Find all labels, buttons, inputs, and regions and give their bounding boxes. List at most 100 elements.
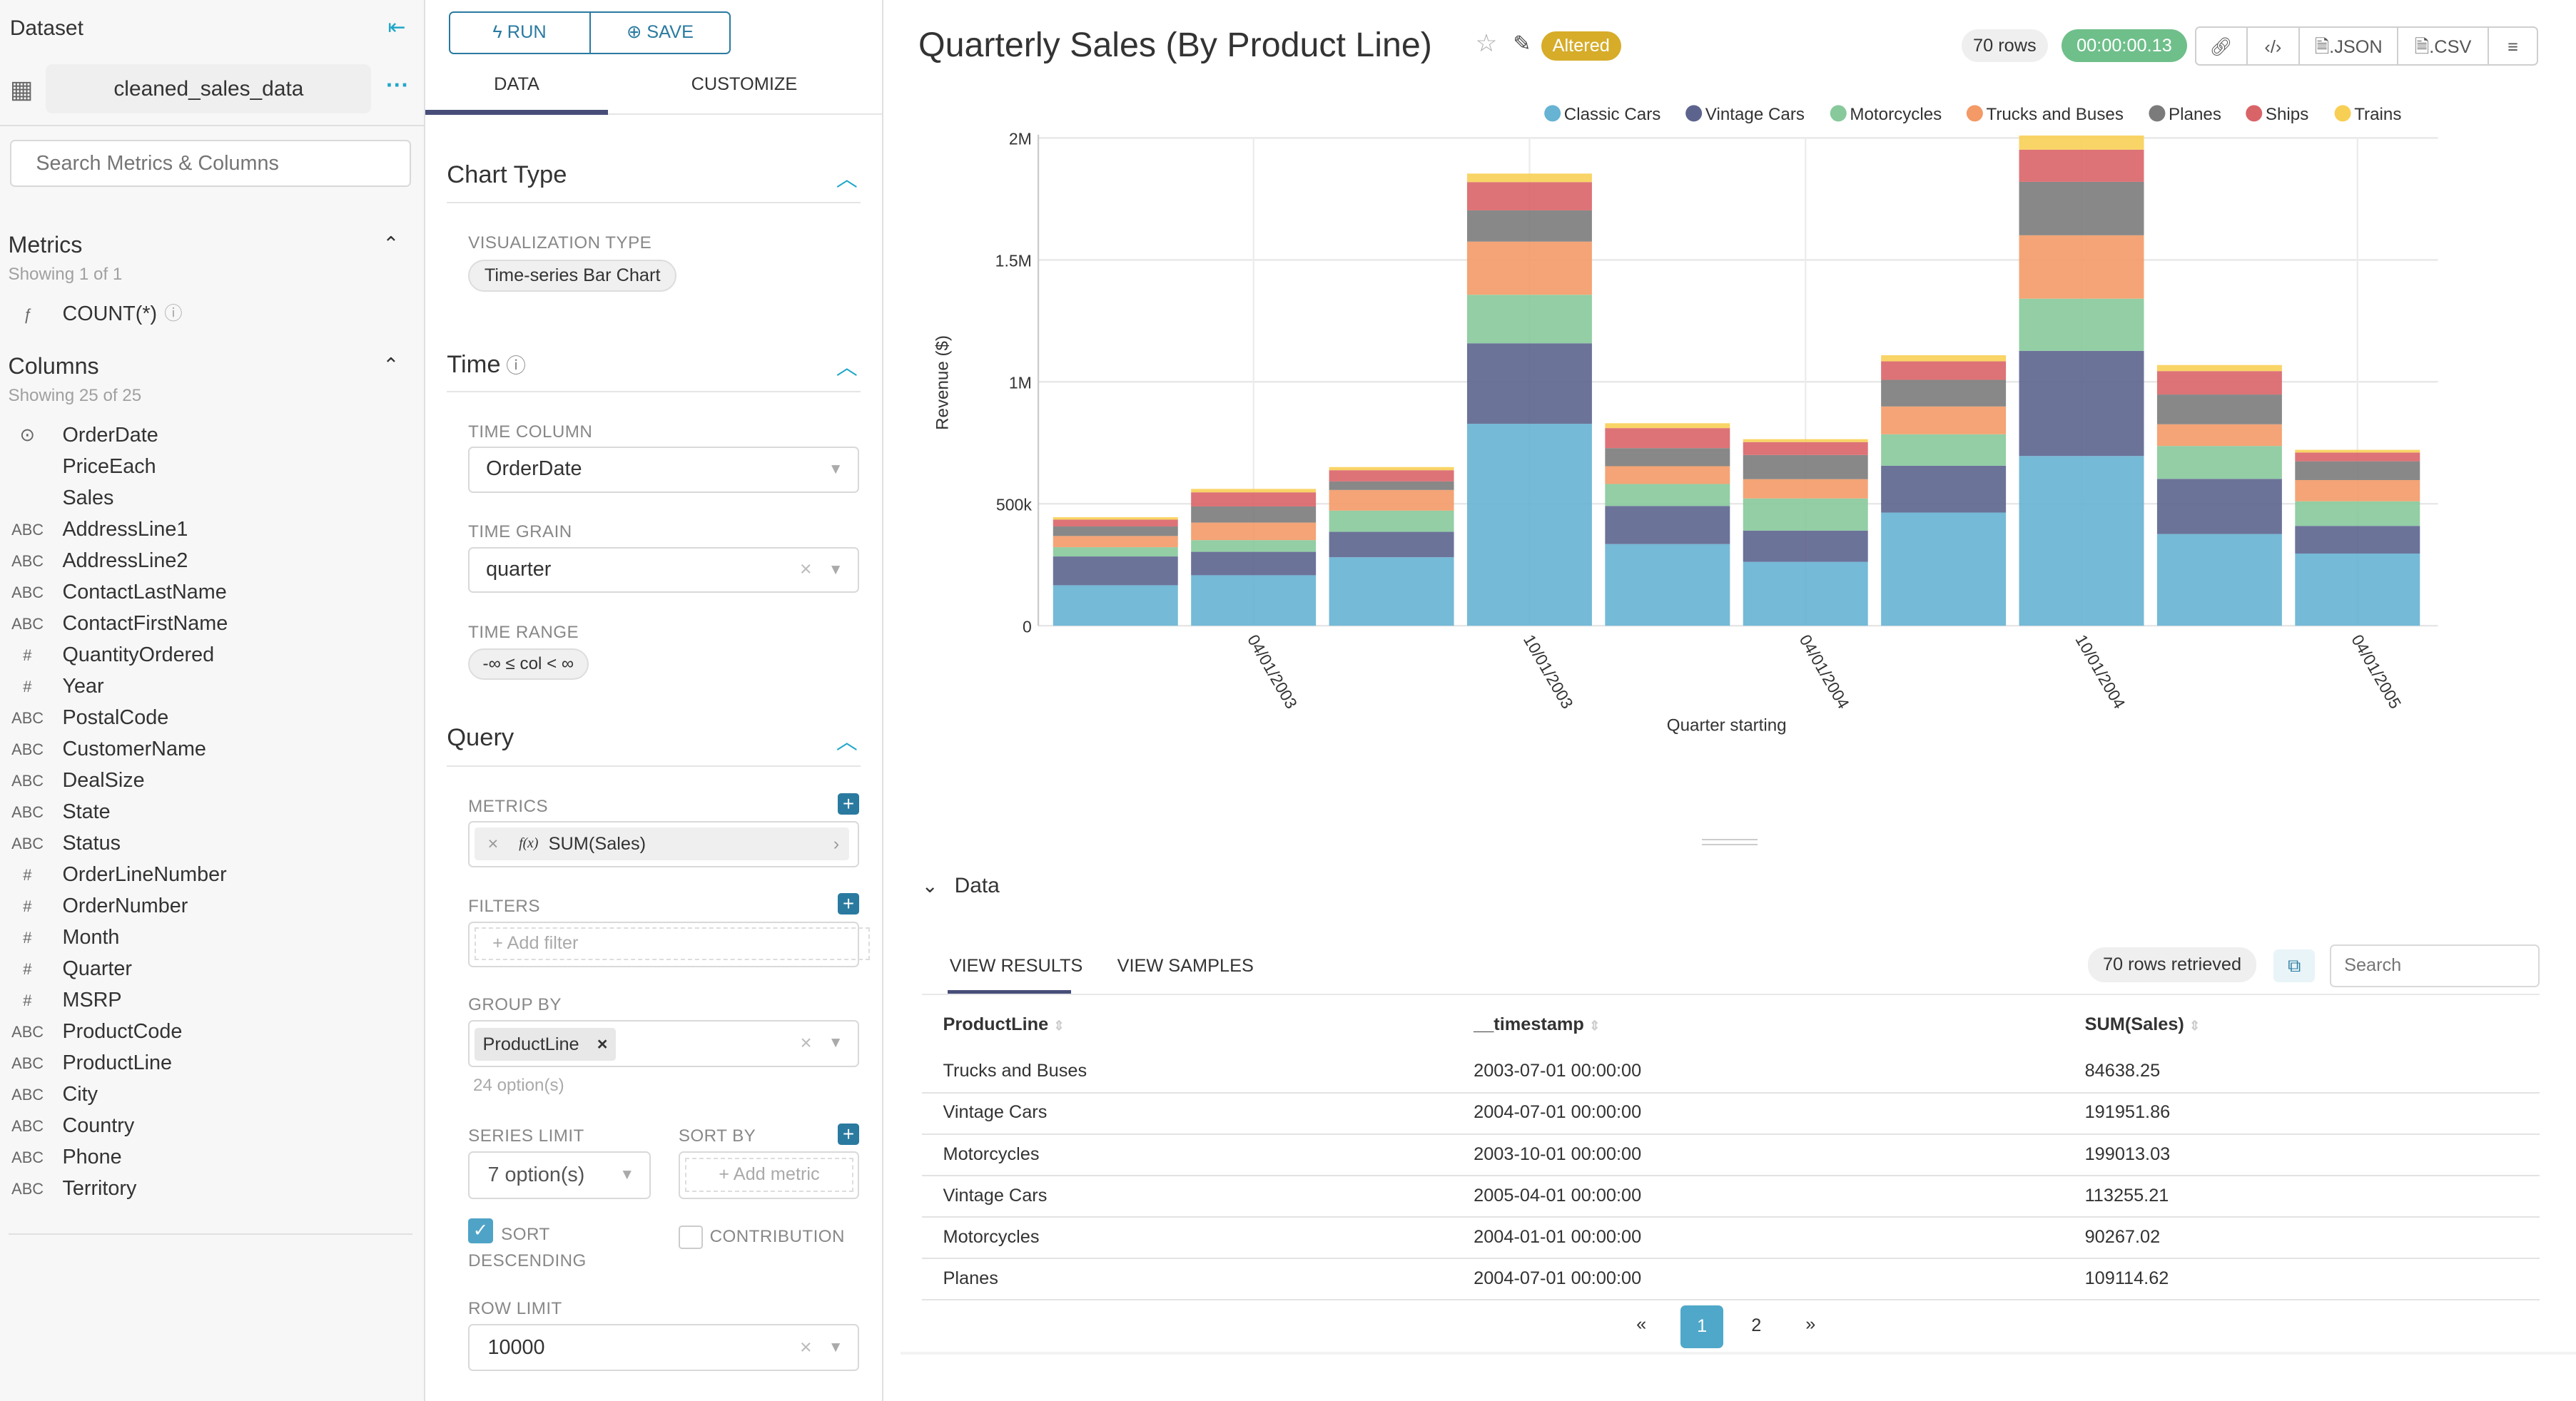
add-metric-button[interactable]: +	[838, 793, 860, 815]
column-item[interactable]: ABC Phone	[0, 1142, 424, 1173]
column-header-productline[interactable]: ProductLine ⇕	[943, 1005, 1065, 1045]
tab-view-samples[interactable]: VIEW SAMPLES	[1117, 955, 1254, 976]
column-item[interactable]: ABC ContactLastName	[0, 577, 424, 608]
add-sort-metric-button[interactable]: + Add metric	[684, 1157, 854, 1192]
copy-to-clipboard-icon[interactable]: ⧉	[2273, 949, 2315, 982]
column-item[interactable]: ABC ContactFirstName	[0, 608, 424, 640]
sort-icon[interactable]: ⇕	[1588, 1018, 1601, 1033]
column-item[interactable]: ABC Country	[0, 1111, 424, 1142]
bolt-icon: ϟ	[492, 22, 507, 43]
columns-collapse-icon[interactable]: ⌃	[382, 353, 400, 376]
column-header-sum-sales[interactable]: SUM(Sales) ⇕	[2085, 1005, 2201, 1045]
column-item[interactable]: ABC AddressLine1	[0, 514, 424, 546]
pagination-page-2[interactable]: 2	[1751, 1315, 1762, 1336]
chart-title[interactable]: Quarterly Sales (By Product Line)	[918, 25, 1432, 64]
column-header-timestamp[interactable]: __timestamp ⇕	[1474, 1005, 1600, 1045]
column-item[interactable]: ABC DealSize	[0, 765, 424, 797]
add-filter-button[interactable]: + Add filter	[475, 927, 871, 960]
column-item[interactable]: # OrderLineNumber	[0, 860, 424, 891]
sort-icon[interactable]: ⇕	[1053, 1018, 1065, 1033]
chart-type-section-header[interactable]: Chart Type ︿	[447, 161, 861, 204]
metrics-collapse-icon[interactable]: ⌃	[382, 232, 400, 255]
legend-item: Vintage Cars	[1705, 105, 1805, 124]
chevron-right-icon[interactable]: ›	[833, 834, 840, 855]
altered-badge[interactable]: Altered	[1541, 31, 1621, 61]
row-limit-select[interactable]: 10000 × ▼	[468, 1323, 860, 1372]
column-item[interactable]: ABC Status	[0, 828, 424, 860]
pagination-next[interactable]: »	[1805, 1313, 1816, 1334]
run-button[interactable]: ϟ RUN	[450, 13, 591, 53]
info-icon[interactable]: ⓘ	[506, 355, 526, 377]
dataset-name[interactable]: cleaned_sales_data	[46, 63, 372, 113]
chevron-up-icon[interactable]: ︿	[836, 167, 858, 191]
time-grain-select[interactable]: quarter × ▼	[468, 546, 860, 593]
chevron-up-icon[interactable]: ︿	[836, 730, 858, 755]
column-item[interactable]: ABC State	[0, 797, 424, 828]
bar-segment-ships	[1191, 492, 1317, 506]
column-item[interactable]: ABC CustomerName	[0, 734, 424, 765]
link-icon[interactable]: 🔗︎	[2194, 26, 2248, 66]
menu-icon[interactable]: ≡	[2488, 26, 2539, 66]
column-item[interactable]: ABC ProductLine	[0, 1048, 424, 1079]
search-metrics-columns-input[interactable]	[9, 139, 411, 188]
pagination-page-1[interactable]: 1	[1680, 1305, 1724, 1349]
column-item[interactable]: ABC AddressLine2	[0, 546, 424, 577]
column-item[interactable]: Sales	[0, 483, 424, 514]
clear-icon[interactable]: ×	[800, 1031, 812, 1054]
tab-view-results[interactable]: VIEW RESULTS	[949, 955, 1083, 976]
column-item[interactable]: ABC ProductCode	[0, 1017, 424, 1048]
help-icon[interactable]: ⓘ	[164, 304, 183, 325]
save-button[interactable]: ⊕ SAVE	[591, 13, 730, 53]
contribution-checkbox[interactable]	[678, 1225, 703, 1250]
time-range-selector[interactable]: -∞ ≤ col < ∞	[468, 648, 589, 680]
groupby-select[interactable]: ProductLine × × ▼	[468, 1019, 860, 1068]
column-item[interactable]: # QuantityOrdered	[0, 640, 424, 671]
sort-descending-checkbox[interactable]: ✓	[468, 1218, 493, 1243]
tab-customize[interactable]: CUSTOMIZE	[691, 73, 798, 94]
column-item[interactable]: # MSRP	[0, 985, 424, 1017]
chevron-up-icon[interactable]: ︿	[836, 356, 858, 380]
export-csv-button[interactable]: 🗎.CSV	[2398, 26, 2489, 66]
stacked-bar-chart: 0 500k 1M 1.5M 2M 04/01/2003 10/01/2003 04/01/2…	[933, 105, 2438, 735]
data-panel-title[interactable]: Data	[954, 873, 1000, 897]
column-item[interactable]: # OrderNumber	[0, 891, 424, 922]
resize-handle[interactable]	[1702, 839, 1758, 846]
query-section-header[interactable]: Query ︿	[447, 724, 861, 767]
add-sort-button[interactable]: +	[838, 1123, 860, 1145]
clear-icon[interactable]: ×	[799, 1335, 812, 1359]
remove-icon[interactable]: ×	[487, 834, 499, 855]
column-item[interactable]: ABC PostalCode	[0, 703, 424, 734]
numeric-type-icon: #	[23, 866, 32, 885]
metric-tag[interactable]: × f(x) SUM(Sales) ›	[475, 827, 849, 861]
star-icon[interactable]: ☆	[1475, 30, 1498, 58]
dataset-menu-icon[interactable]: ···	[386, 72, 410, 98]
pagination-prev[interactable]: «	[1636, 1313, 1647, 1334]
results-search-input[interactable]	[2329, 944, 2540, 987]
export-json-button[interactable]: 🗎.JSON	[2300, 26, 2399, 66]
column-item[interactable]: ABC City	[0, 1079, 424, 1111]
add-filter-plus-button[interactable]: +	[838, 893, 860, 915]
tab-data[interactable]: DATA	[494, 73, 539, 94]
edit-icon[interactable]: ✎	[1513, 31, 1531, 56]
time-section-header[interactable]: Time ⓘ ︿	[447, 350, 861, 392]
data-panel-toggle-icon[interactable]: ⌄	[921, 874, 938, 897]
series-limit-select[interactable]: 7 option(s) ▼	[468, 1151, 651, 1199]
string-type-icon: ABC	[11, 1116, 44, 1135]
time-column-select[interactable]: OrderDate ▼	[468, 447, 860, 493]
column-item[interactable]: # Month	[0, 922, 424, 954]
column-item[interactable]: ⊙ OrderDate	[0, 420, 424, 452]
clear-icon[interactable]: ×	[799, 557, 812, 581]
metric-item[interactable]: ƒ COUNT(*) ⓘ	[0, 299, 424, 330]
embed-code-icon[interactable]: ‹/›	[2247, 26, 2301, 66]
sort-icon[interactable]: ⇕	[2189, 1018, 2201, 1033]
column-item[interactable]: PriceEach	[0, 452, 424, 483]
column-item[interactable]: ABC Territory	[0, 1173, 424, 1205]
column-name: Sales	[62, 486, 114, 510]
table-header: ProductLine ⇕ __timestamp ⇕ SUM(Sales) ⇕	[922, 1005, 2540, 1051]
column-item[interactable]: # Quarter	[0, 954, 424, 985]
collapse-sidebar-icon[interactable]: ⇤	[387, 15, 406, 39]
column-name: OrderNumber	[62, 894, 188, 917]
column-item[interactable]: # Year	[0, 671, 424, 703]
viz-type-selector[interactable]: Time-series Bar Chart	[468, 259, 677, 292]
remove-icon[interactable]: ×	[597, 1034, 608, 1054]
